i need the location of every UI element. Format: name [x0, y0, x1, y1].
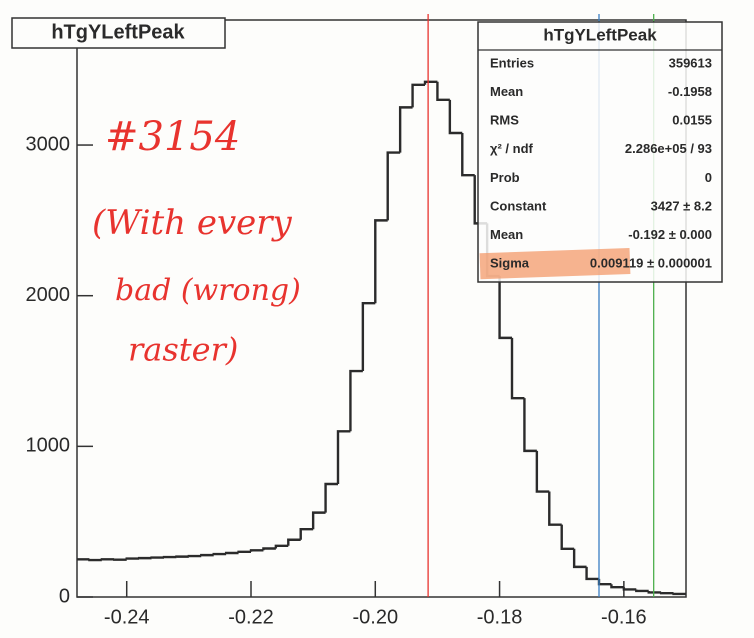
histogram-bin: [560, 524, 575, 550]
histogram-bin: [659, 592, 674, 595]
handwritten-note: bad (wrong): [115, 273, 301, 308]
y-tick-label: 2000: [26, 284, 71, 306]
handwritten-notes: #3154 (With every bad (wrong) raster): [92, 114, 301, 369]
histogram-bin: [187, 554, 202, 558]
stat-value: -0.1958: [668, 84, 712, 99]
stats-frame: [477, 21, 723, 283]
histogram-bin: [349, 369, 363, 432]
histogram-bin: [436, 81, 450, 102]
histogram-bin: [523, 398, 537, 453]
histogram-bin: [249, 549, 264, 552]
stat-label: Entries: [490, 55, 534, 70]
histogram-bin: [299, 528, 314, 540]
histogram-bin: [411, 83, 425, 108]
x-tick-label: -0.20: [352, 606, 398, 628]
x-tick-label: -0.22: [228, 606, 274, 628]
histogram-bin: [510, 337, 525, 400]
stat-value: 359613: [669, 55, 712, 70]
highlight: [479, 247, 631, 280]
histogram-bin: [262, 547, 276, 551]
histogram-bin: [237, 550, 251, 554]
histogram-bin: [287, 538, 301, 546]
chart-title: hTgYLeftPeak: [51, 21, 185, 43]
histogram-bin: [212, 552, 227, 556]
histogram-bin: [461, 132, 475, 177]
histogram-bin: [125, 557, 140, 560]
histogram-bin: [548, 491, 562, 526]
y-tick-label: 3000: [26, 133, 71, 155]
handwritten-note: #3154: [105, 114, 240, 160]
stat-label: χ² / ndf: [490, 141, 534, 156]
histogram-bin: [610, 584, 624, 589]
histogram-bin: [150, 556, 164, 559]
histogram-bin: [622, 587, 637, 591]
histogram-bin: [635, 589, 649, 593]
stat-label: Constant: [490, 198, 547, 213]
stat-label: Mean: [490, 227, 523, 242]
histogram-bin: [535, 450, 550, 493]
stat-label: Mean: [490, 84, 523, 99]
stat-label: Prob: [490, 170, 520, 185]
stat-value: 3427 ± 8.2: [651, 198, 712, 213]
histogram-bin: [448, 99, 463, 135]
x-tick-label: -0.18: [477, 606, 523, 628]
handwritten-note: raster): [128, 331, 238, 369]
histogram-bin: [672, 592, 686, 596]
stat-value: 0.0155: [672, 113, 712, 128]
y-tick-label: 0: [59, 585, 70, 607]
histogram-bin: [200, 553, 214, 557]
stat-value: -0.192 ± 0.000: [628, 227, 712, 242]
histogram-bin: [361, 302, 376, 372]
title-box: [11, 17, 226, 49]
histogram-bin: [423, 80, 438, 85]
stat-label: RMS: [490, 113, 519, 128]
histogram-bin: [647, 590, 662, 594]
stats-box: hTgYLeftPeak Entries 359613 Mean -0.1958 RMS 0…: [477, 21, 723, 283]
histogram-bin: [374, 219, 388, 304]
stat-value: 0: [705, 170, 712, 185]
stat-value: 2.286e+05 / 93: [625, 141, 712, 156]
stats-title: hTgYLeftPeak: [543, 25, 657, 44]
histogram-bin: [336, 430, 351, 485]
histogram-bin: [311, 511, 326, 530]
histogram-bin: [274, 544, 289, 549]
histogram-bin: [386, 151, 401, 221]
stat-label: Sigma: [490, 256, 530, 271]
stat-value: 0.009119 ± 0.000001: [590, 256, 712, 271]
x-tick-label: -0.16: [601, 606, 647, 628]
histogram-bin: [88, 558, 102, 562]
x-tick-label: -0.24: [104, 606, 150, 628]
histogram-bin: [498, 276, 512, 340]
y-tick-label: 1000: [26, 435, 71, 457]
histogram-bin: [100, 558, 115, 561]
histogram-bin: [572, 548, 587, 569]
histogram-bin: [224, 551, 239, 555]
histogram-bin: [585, 566, 599, 581]
histogram-bin: [398, 106, 413, 153]
handwritten-note: (With every: [92, 203, 293, 243]
histogram-bin: [324, 482, 338, 513]
